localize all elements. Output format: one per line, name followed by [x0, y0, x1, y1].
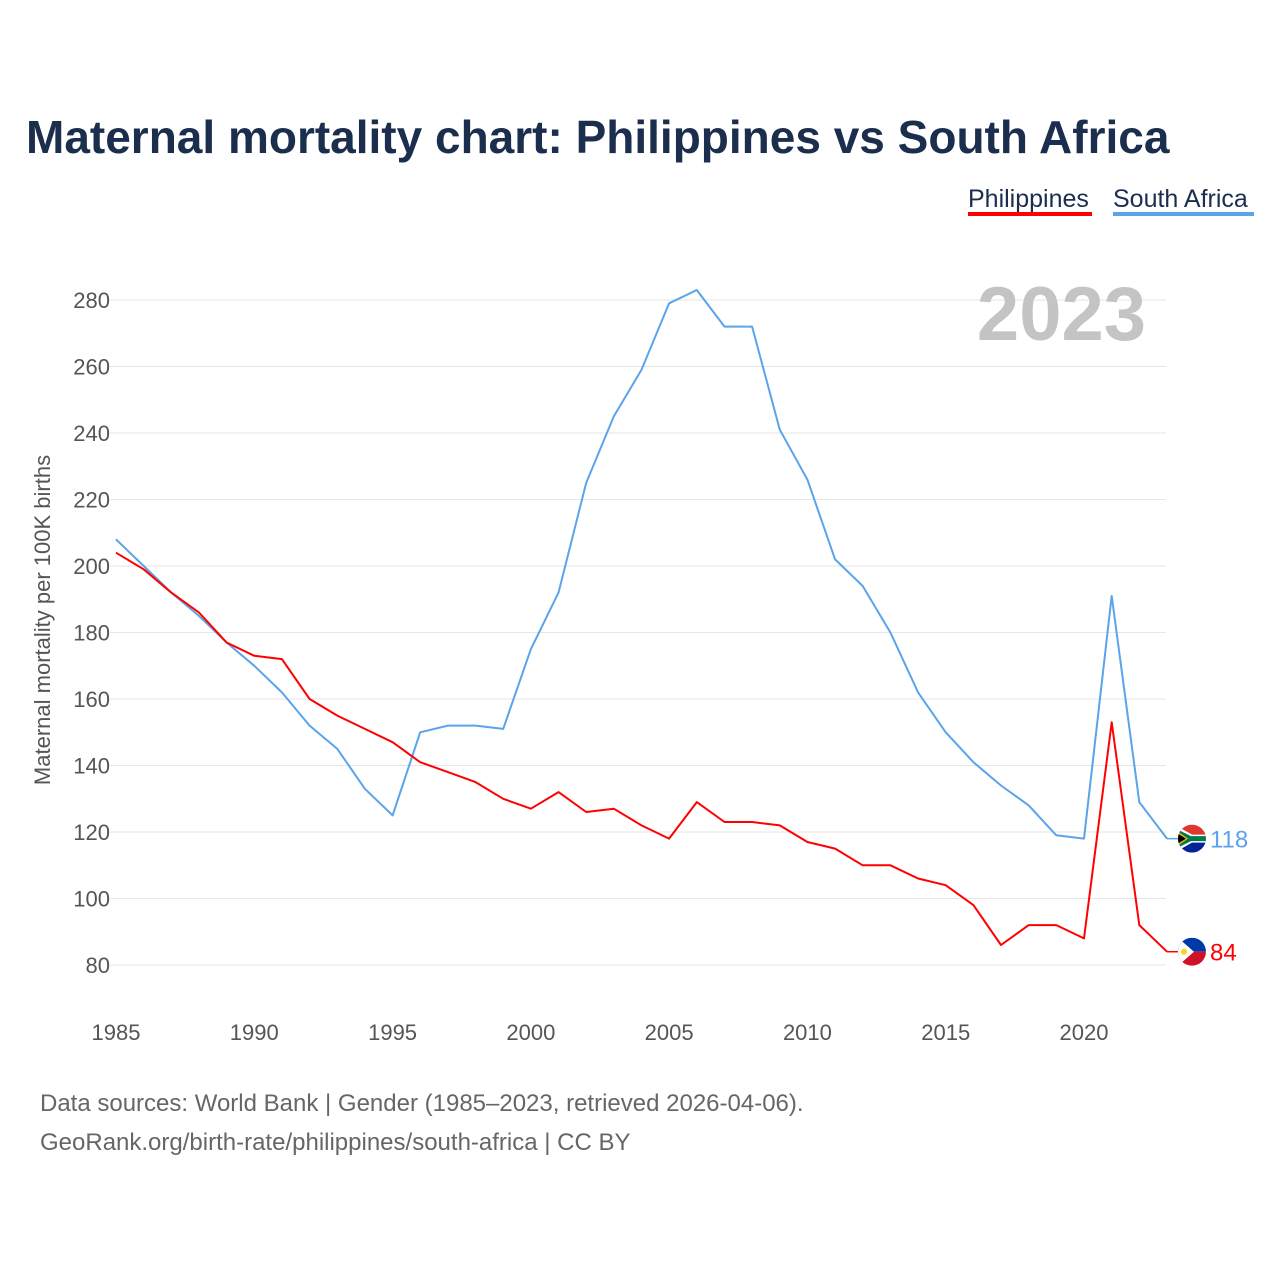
y-tick-label: 140 [73, 754, 110, 779]
x-tick-label: 2000 [506, 1020, 555, 1045]
y-tick-label: 280 [73, 288, 110, 313]
x-tick-label: 2005 [645, 1020, 694, 1045]
y-tick-label: 120 [73, 820, 110, 845]
series-line-philippines [115, 551, 1168, 953]
end-value-label-south-africa: 118 [1210, 827, 1248, 854]
y-tick-label: 200 [73, 554, 110, 579]
legend-swatch-south-africa [1113, 212, 1254, 216]
y-tick-label: 160 [73, 687, 110, 712]
x-tick-label: 2010 [783, 1020, 832, 1045]
end-markers: 118 84 [1166, 824, 1248, 967]
x-tick-label: 1995 [368, 1020, 417, 1045]
y-tick-label: 180 [73, 621, 110, 646]
x-axis-ticks: 1985 1990 1995 2000 2005 2010 2015 2020 [92, 1020, 1109, 1045]
chart-title: Maternal mortality chart: Philippines vs… [26, 111, 1170, 163]
y-axis-label: Maternal mortality per 100K births [30, 455, 55, 785]
legend-swatch-philippines [968, 212, 1092, 216]
end-value-label-philippines: 84 [1210, 940, 1237, 967]
x-tick-label: 1990 [230, 1020, 279, 1045]
south-africa-flag-icon [1177, 824, 1206, 853]
credit-text[interactable]: GeoRank.org/birth-rate/philippines/south… [40, 1129, 631, 1156]
y-tick-label: 80 [86, 953, 110, 978]
x-tick-label: 2015 [921, 1020, 970, 1045]
gridlines [110, 299, 1166, 966]
philippines-flag-icon [1177, 937, 1206, 966]
series-line-south-africa [115, 289, 1168, 840]
legend-item-philippines[interactable]: Philippines [968, 185, 1089, 213]
year-label: 2023 [977, 272, 1146, 357]
y-tick-label: 220 [73, 488, 110, 513]
legend: Philippines South Africa [968, 185, 1254, 216]
source-text: Data sources: World Bank | Gender (1985–… [40, 1090, 804, 1117]
legend-item-south-africa[interactable]: South Africa [1113, 185, 1248, 213]
series-lines [115, 289, 1168, 953]
x-tick-label: 2020 [1060, 1020, 1109, 1045]
x-tick-label: 1985 [92, 1020, 141, 1045]
y-tick-label: 240 [73, 421, 110, 446]
y-tick-label: 100 [73, 887, 110, 912]
y-axis-ticks: 80 100 120 140 160 180 200 220 240 260 280 [73, 288, 110, 978]
y-tick-label: 260 [73, 355, 110, 380]
